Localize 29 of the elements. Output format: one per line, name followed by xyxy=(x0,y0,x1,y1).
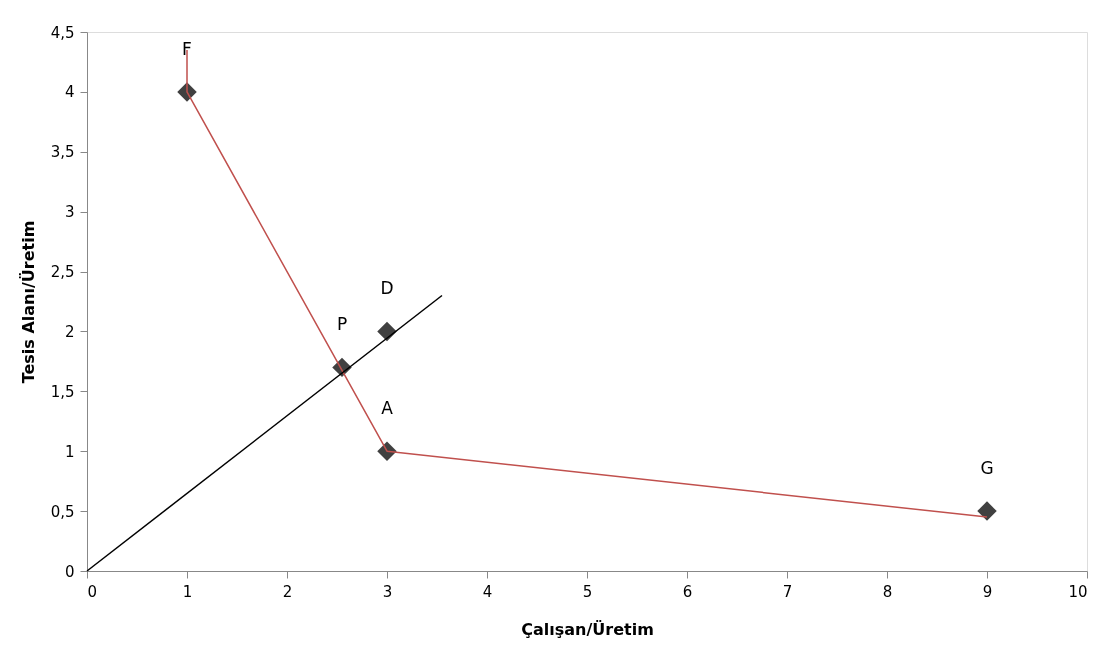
x-tick-label: 6 xyxy=(682,582,693,601)
x-tick-label: 0 xyxy=(87,582,98,601)
x-tick-label: 9 xyxy=(982,582,993,601)
y-tick-label: 4 xyxy=(64,83,75,102)
y-tick-label: 3 xyxy=(64,203,75,222)
y-tick-label: 3,5 xyxy=(50,143,75,162)
point xyxy=(977,501,997,521)
y-tick-label: 1,5 xyxy=(50,382,75,401)
x-tick-label: 1 xyxy=(182,582,193,601)
annotation: D xyxy=(380,278,394,299)
y-axis-title: Tesis Alanı/Üretim xyxy=(18,220,38,384)
x-tick-label: 3 xyxy=(382,582,393,601)
y-tick-label: 1 xyxy=(64,442,75,461)
x-axis-title: Çalışan/Üretim xyxy=(521,619,654,639)
y-tick-label: 2 xyxy=(64,322,75,341)
annotation: A xyxy=(381,398,394,419)
x-tick-label: 10 xyxy=(1068,582,1088,601)
x-tick-label: 4 xyxy=(482,582,493,601)
annotation: G xyxy=(980,458,994,479)
y-tick-label: 2,5 xyxy=(50,263,75,282)
x-tick-label: 8 xyxy=(882,582,893,601)
y-tick-label: 0,5 xyxy=(50,502,75,521)
y-tick-label: 4,5 xyxy=(50,23,75,42)
annotation: F xyxy=(182,38,192,59)
x-tick-label: 5 xyxy=(582,582,593,601)
y-tick-label: 0 xyxy=(64,562,75,581)
x-tick-label: 2 xyxy=(282,582,293,601)
annotation: P xyxy=(336,314,348,335)
x-tick-label: 7 xyxy=(782,582,793,601)
